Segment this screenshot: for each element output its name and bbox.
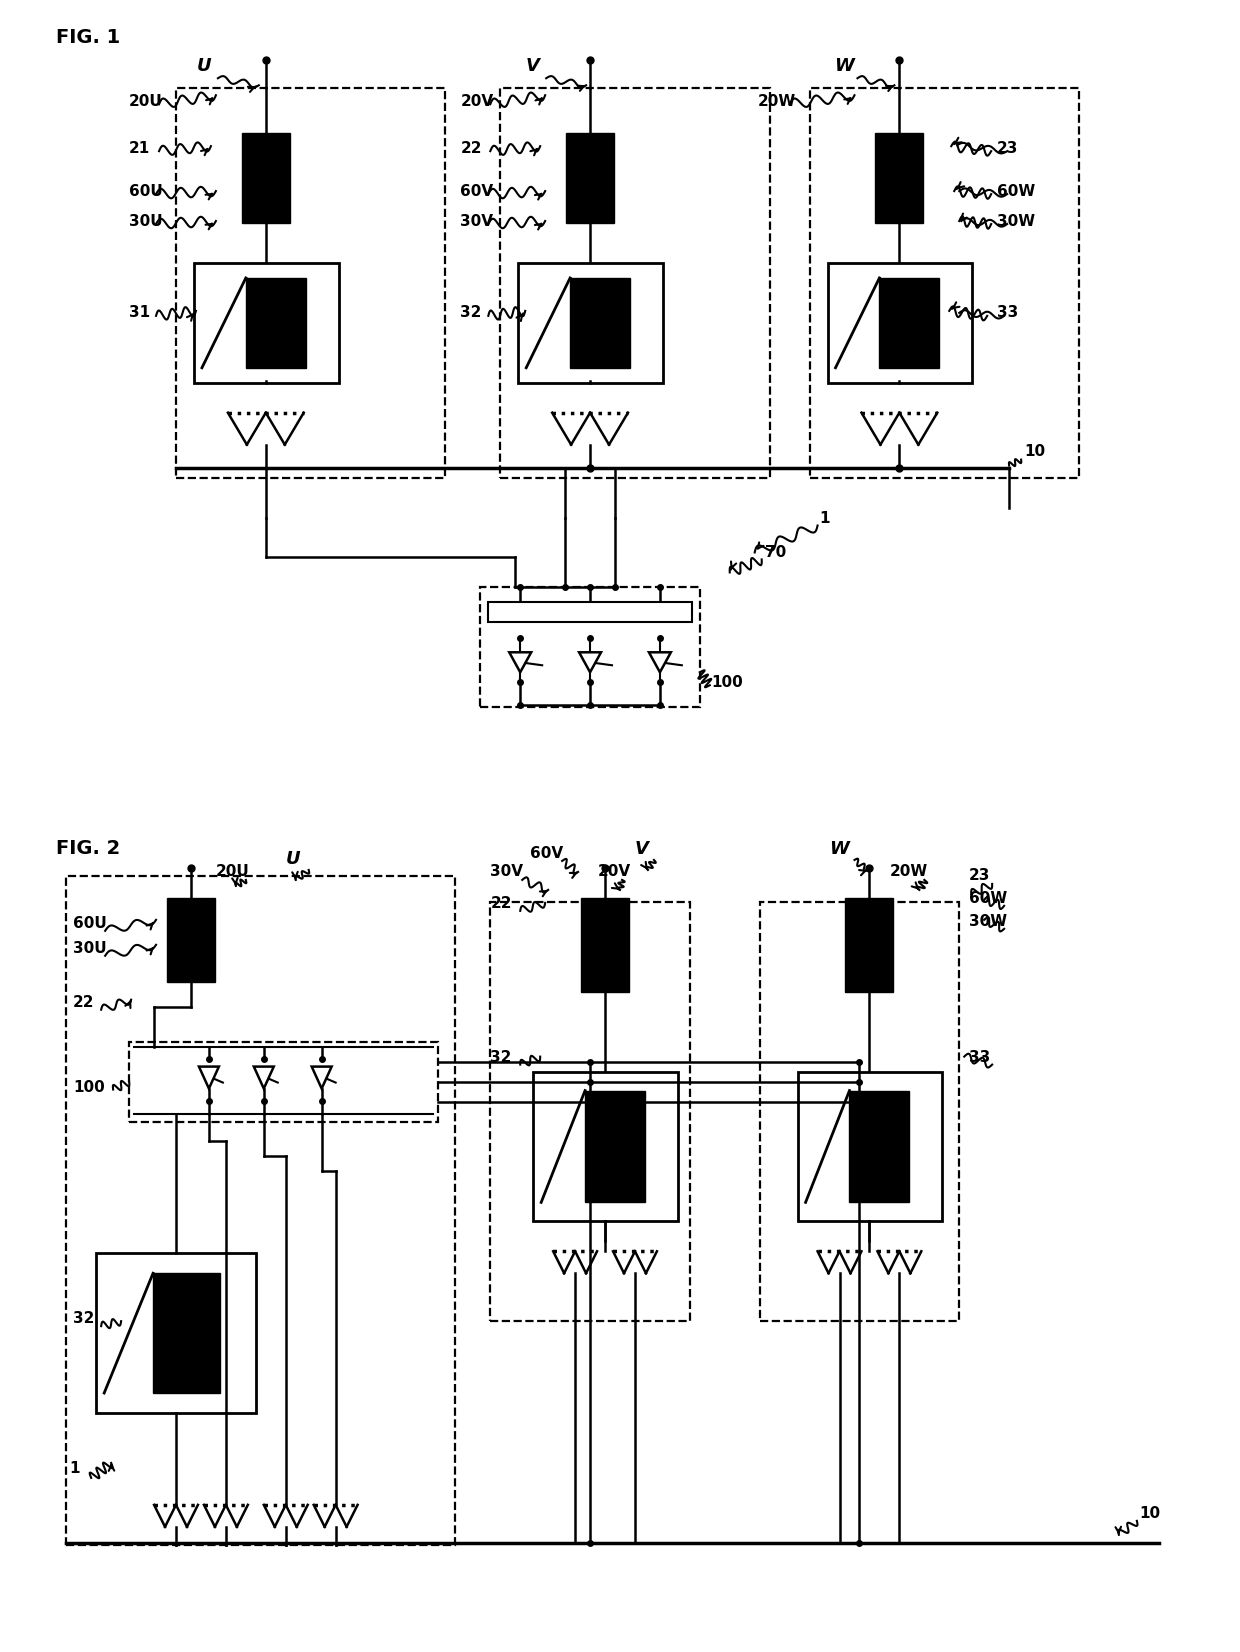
Text: 60U: 60U — [129, 183, 162, 198]
Text: 33: 33 — [997, 306, 1018, 320]
Polygon shape — [198, 1067, 219, 1089]
Bar — [849, 1090, 909, 1203]
Text: 60W: 60W — [997, 183, 1035, 198]
Bar — [480, 588, 699, 707]
Bar — [153, 1274, 219, 1393]
Text: 22: 22 — [73, 995, 94, 1009]
Text: 22: 22 — [460, 140, 482, 155]
Text: 23: 23 — [970, 867, 991, 882]
Text: 30U: 30U — [129, 213, 162, 228]
Bar — [875, 134, 924, 223]
Text: 31: 31 — [129, 306, 150, 320]
Polygon shape — [579, 653, 601, 672]
Text: W: W — [835, 58, 854, 76]
Text: V: V — [635, 839, 649, 857]
Text: 1: 1 — [820, 510, 830, 525]
Bar — [518, 263, 663, 383]
Polygon shape — [311, 1067, 331, 1089]
Text: 1: 1 — [69, 1460, 79, 1475]
Text: 20U: 20U — [129, 94, 162, 109]
Polygon shape — [649, 653, 671, 672]
Bar — [246, 278, 306, 368]
Bar — [567, 134, 614, 223]
Text: 32: 32 — [73, 1312, 94, 1327]
Bar — [533, 1072, 678, 1221]
Bar — [810, 88, 1079, 477]
Text: 100: 100 — [73, 1079, 105, 1095]
Bar — [797, 1072, 942, 1221]
Bar — [490, 902, 689, 1322]
Text: 21: 21 — [129, 140, 150, 155]
Text: 60U: 60U — [73, 915, 107, 930]
Text: 32: 32 — [490, 1049, 512, 1064]
Polygon shape — [254, 1067, 274, 1089]
Text: 32: 32 — [460, 306, 481, 320]
Bar — [827, 263, 972, 383]
Text: 20U: 20U — [216, 864, 249, 879]
Text: 30W: 30W — [970, 914, 1007, 928]
Bar — [489, 603, 692, 623]
Text: 20V: 20V — [598, 864, 631, 879]
Bar — [176, 88, 445, 477]
Text: 60W: 60W — [970, 890, 1007, 905]
Bar — [760, 902, 960, 1322]
Text: 100: 100 — [712, 676, 744, 691]
Bar — [582, 899, 629, 991]
Text: 30V: 30V — [460, 213, 494, 228]
Text: U: U — [197, 58, 212, 76]
Bar — [879, 278, 939, 368]
Bar — [570, 278, 630, 368]
Polygon shape — [510, 653, 531, 672]
Bar — [846, 899, 893, 991]
Text: V: V — [526, 58, 539, 76]
Text: U: U — [285, 849, 300, 867]
Bar — [193, 263, 339, 383]
Bar — [129, 1042, 439, 1122]
Text: 60V: 60V — [460, 183, 494, 198]
Text: 10: 10 — [1138, 1507, 1159, 1521]
Text: 22: 22 — [490, 895, 512, 910]
Bar — [97, 1254, 255, 1412]
Text: 30U: 30U — [73, 940, 107, 957]
Bar — [167, 899, 215, 981]
Text: FIG. 1: FIG. 1 — [56, 28, 120, 48]
Text: 23: 23 — [997, 140, 1018, 155]
Bar — [242, 134, 290, 223]
Text: 30V: 30V — [490, 864, 523, 879]
Bar — [66, 876, 455, 1545]
Text: 10: 10 — [1024, 444, 1045, 459]
Text: 30W: 30W — [997, 213, 1035, 228]
Text: 33: 33 — [970, 1049, 991, 1064]
Text: 20V: 20V — [460, 94, 494, 109]
Bar — [585, 1090, 645, 1203]
Text: W: W — [830, 839, 849, 857]
Text: 60V: 60V — [531, 846, 563, 861]
Text: 70: 70 — [765, 545, 786, 560]
Bar — [500, 88, 770, 477]
Text: 20W: 20W — [758, 94, 796, 109]
Text: 20W: 20W — [889, 864, 928, 879]
Text: FIG. 2: FIG. 2 — [56, 839, 120, 857]
